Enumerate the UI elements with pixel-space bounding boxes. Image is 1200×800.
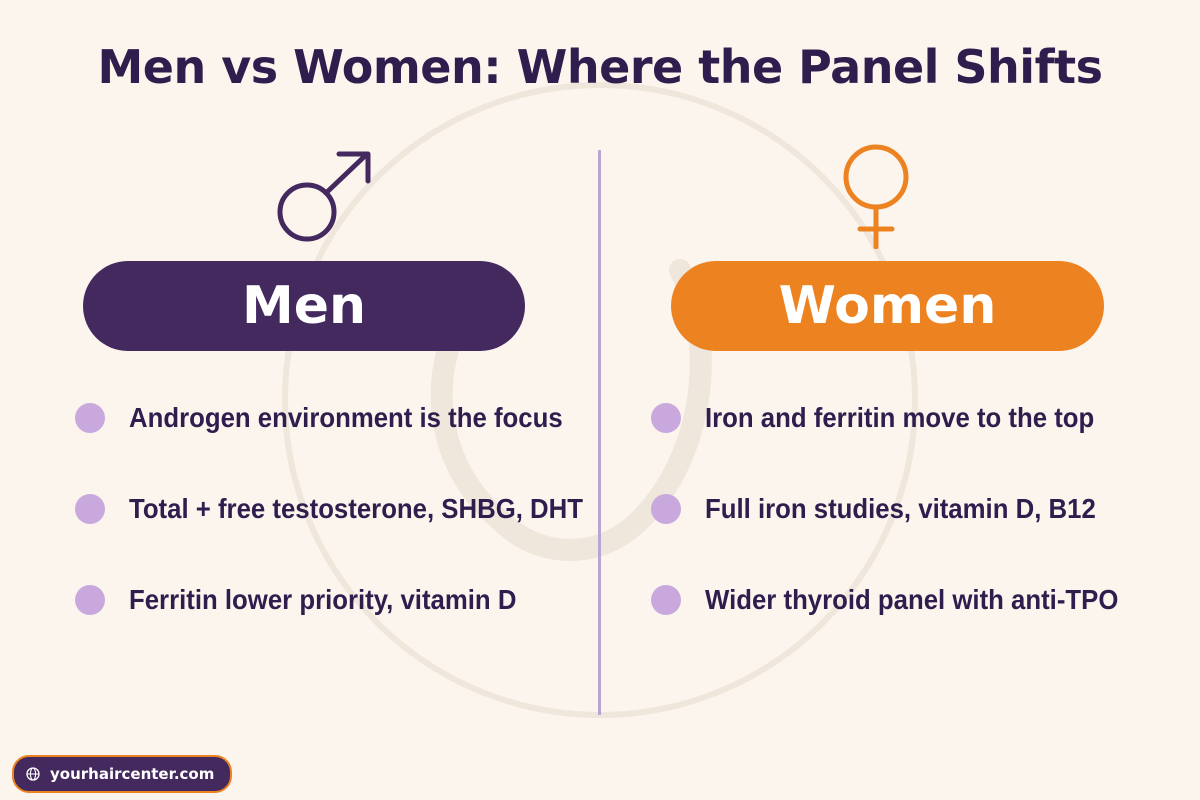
list-item: Total + free testosterone, SHBG, DHT <box>75 481 622 536</box>
list-item-text: Ferritin lower priority, vitamin D <box>129 583 517 615</box>
page-title: Men vs Women: Where the Panel Shifts <box>97 40 1103 94</box>
women-list: Iron and ferritin move to the top Full i… <box>651 390 1154 663</box>
list-item: Wider thyroid panel with anti-TPO <box>651 572 1154 627</box>
bullet-dot <box>75 493 105 524</box>
list-item: Ferritin lower priority, vitamin D <box>75 572 622 627</box>
list-item-text: Wider thyroid panel with anti-TPO <box>705 583 1119 615</box>
bullet-dot <box>651 584 681 615</box>
bullet-dot <box>75 402 105 433</box>
female-symbol-icon <box>843 144 909 249</box>
men-list: Androgen environment is the focus Total … <box>75 390 622 663</box>
list-item-text: Iron and ferritin move to the top <box>705 401 1095 433</box>
list-item: Androgen environment is the focus <box>75 390 622 445</box>
bullet-dot <box>75 584 105 615</box>
list-item-text: Androgen environment is the focus <box>129 401 563 433</box>
bullet-dot <box>651 402 681 433</box>
women-header-pill: Women <box>671 261 1104 351</box>
column-divider <box>598 150 601 715</box>
male-symbol-icon <box>277 151 371 242</box>
globe-icon <box>26 767 40 781</box>
men-label: Men <box>241 276 367 336</box>
women-label: Women <box>778 276 997 336</box>
website-badge[interactable]: yourhaircenter.com <box>12 755 233 793</box>
list-item-text: Full iron studies, vitamin D, B12 <box>705 492 1096 524</box>
list-item-text: Total + free testosterone, SHBG, DHT <box>129 492 583 524</box>
men-header-pill: Men <box>83 261 525 351</box>
bullet-dot <box>651 493 681 524</box>
list-item: Iron and ferritin move to the top <box>651 390 1154 445</box>
list-item: Full iron studies, vitamin D, B12 <box>651 481 1154 536</box>
website-url: yourhaircenter.com <box>50 765 215 783</box>
